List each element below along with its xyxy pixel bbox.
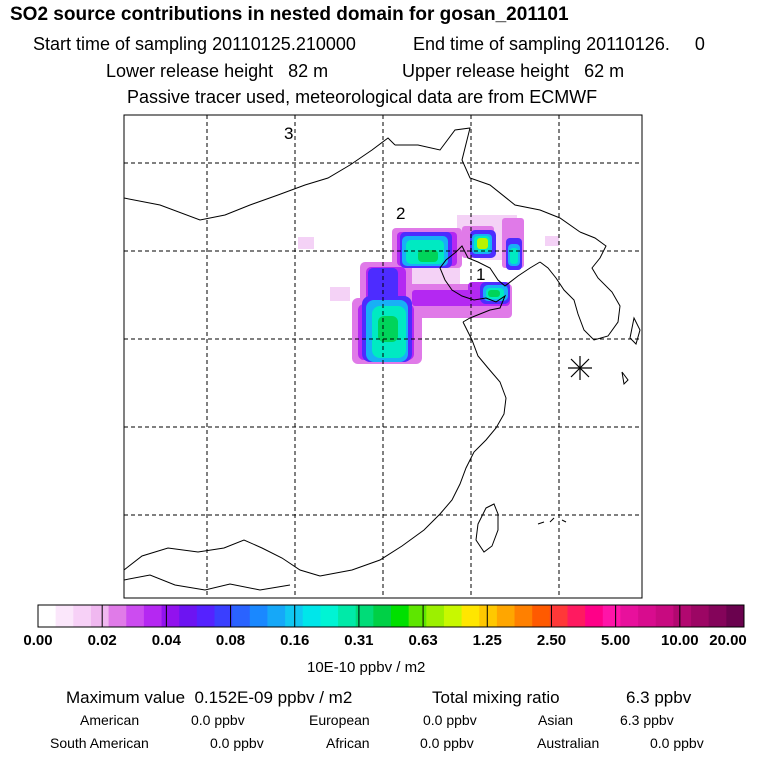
region-name-australian: Australian <box>537 735 600 751</box>
colorbar-tick-label: 0.08 <box>215 632 246 649</box>
colorbar-cell <box>673 605 692 627</box>
colorbar-tick-label: 0.00 <box>23 632 53 649</box>
lower-release-height: Lower release height 82 m <box>106 61 329 81</box>
region-value-south-american: 0.0 ppbv <box>210 735 264 751</box>
colorbar-cell <box>708 605 727 627</box>
colorbar-cell <box>143 605 163 627</box>
colorbar-cell <box>320 605 339 627</box>
total-mixing-ratio-label: Total mixing ratio <box>432 688 560 707</box>
colorbar-tick-label: 0.63 <box>408 632 438 649</box>
start-time: Start time of sampling 20110125.210000 <box>33 34 356 54</box>
region-name-south-american: South American <box>50 735 149 751</box>
colorbar-cell <box>285 605 304 627</box>
region-value-american: 0.0 ppbv <box>191 712 245 728</box>
colorbar-cell <box>496 605 516 627</box>
colorbar-tick-label: 0.16 <box>280 632 310 649</box>
colorbar-cell <box>585 605 604 627</box>
colorbar-cell <box>232 605 251 627</box>
colorbar-tick-label: 0.02 <box>87 632 117 649</box>
colorbar-cell <box>108 605 127 627</box>
coastlines <box>124 127 641 591</box>
colorbar-cell <box>461 605 480 627</box>
region-name-american: American <box>80 712 140 728</box>
colorbar-tick-label: 0.31 <box>344 632 374 649</box>
colorbar-cell <box>38 605 57 627</box>
colorbar-cell <box>179 605 198 627</box>
colorbar-tick-label: 0.04 <box>151 632 181 649</box>
colorbar-cell <box>655 605 674 627</box>
colorbar-cell <box>532 605 551 627</box>
colorbar-cell <box>426 605 445 627</box>
end-time: End time of sampling 20110126. 0 <box>413 34 705 54</box>
colorbar-cell <box>638 605 657 627</box>
colorbar-tick-label: 10.00 <box>661 632 699 649</box>
colorbar-cell <box>55 605 74 627</box>
colorbar-cell <box>249 605 268 627</box>
colorbar-tick-label: 1.25 <box>472 632 502 649</box>
colorbar-cell <box>691 605 710 627</box>
region-name-asian: Asian <box>538 712 574 728</box>
colorbar-cell <box>73 605 92 627</box>
colorbar-cell <box>391 605 410 627</box>
tracer-note: Passive tracer used, meteorological data… <box>127 87 598 107</box>
colorbar-tick-label: 5.00 <box>601 632 631 649</box>
page-title: SO2 source contributions in nested domai… <box>10 4 569 25</box>
marker-2: 2 <box>396 204 406 223</box>
colorbar-cell <box>443 605 463 627</box>
colorbar-unit: 10E-10 ppbv / m2 <box>307 659 426 676</box>
marker-1: 1 <box>476 265 486 284</box>
colorbar-cell <box>373 605 392 627</box>
colorbar-cell <box>514 605 533 627</box>
colorbar-cell <box>549 605 568 627</box>
colorbar-tick-label: 20.00 <box>709 632 747 649</box>
upper-release-height: Upper release height 62 m <box>402 61 625 81</box>
total-mixing-ratio-value: 6.3 ppbv <box>626 688 692 707</box>
asterisk-receptor-icon <box>568 356 592 380</box>
region-value-african: 0.0 ppbv <box>420 735 474 751</box>
colorbar-cell <box>355 605 374 627</box>
colorbar-cell <box>726 605 745 627</box>
region-value-european: 0.0 ppbv <box>423 712 477 728</box>
colorbar-cell <box>338 605 357 627</box>
colorbar-cell <box>214 605 233 627</box>
region-name-european: European <box>309 712 370 728</box>
graticule <box>124 115 642 598</box>
colorbar-cell <box>267 605 286 627</box>
colorbar-cell <box>479 605 498 627</box>
colorbar-tick-label: 2.50 <box>536 632 567 649</box>
colorbar-cell <box>161 605 180 627</box>
region-value-australian: 0.0 ppbv <box>650 735 704 751</box>
colorbar-cell <box>196 605 215 627</box>
colorbar-cell <box>302 605 321 627</box>
colorbar-cells <box>38 605 745 627</box>
colorbar-cell <box>90 605 110 627</box>
colorbar-cell <box>602 605 621 627</box>
colorbar <box>37 604 745 628</box>
concentration-plume <box>298 215 559 364</box>
maximum-value: Maximum value 0.152E-09 ppbv / m2 <box>66 688 353 707</box>
colorbar-cell <box>567 605 586 627</box>
region-value-asian: 6.3 ppbv <box>620 712 674 728</box>
colorbar-cell <box>408 605 427 627</box>
marker-3: 3 <box>284 124 294 143</box>
colorbar-cell <box>620 605 639 627</box>
region-name-african: African <box>326 735 370 751</box>
colorbar-cell <box>126 605 145 627</box>
